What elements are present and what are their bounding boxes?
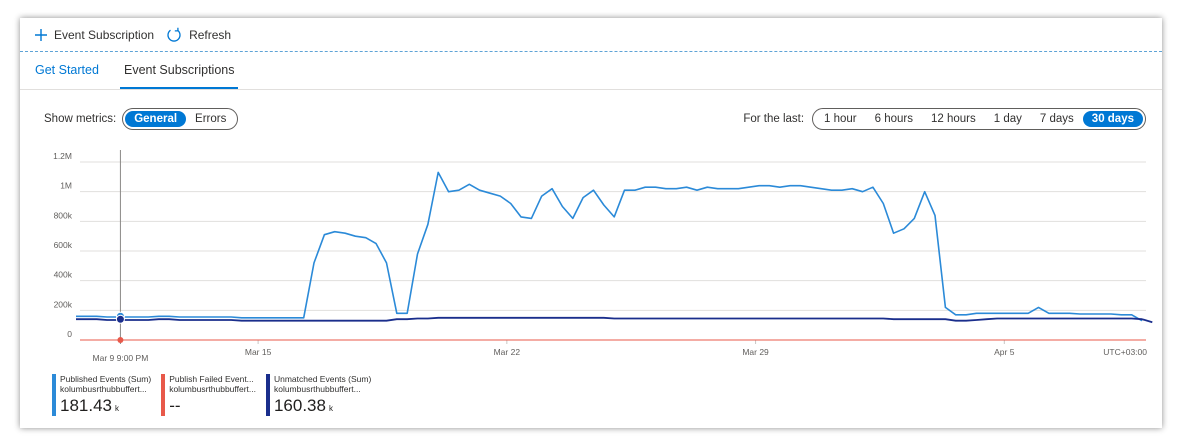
time-range: For the last: 1 hour 6 hours 12 hours 1 … bbox=[743, 108, 1146, 130]
y-tick-label: 1M bbox=[60, 181, 72, 191]
legend-value: -- bbox=[169, 396, 181, 415]
plus-icon bbox=[34, 28, 48, 42]
show-metrics: Show metrics: General Errors bbox=[44, 108, 239, 130]
metrics-toggle: General Errors bbox=[122, 108, 239, 130]
toolbar: Event Subscription Refresh bbox=[20, 18, 1162, 52]
cursor-marker-unmatched bbox=[115, 314, 125, 324]
metrics-option-general[interactable]: General bbox=[125, 111, 187, 127]
legend-series-name: Unmatched Events (Sum) bbox=[273, 374, 372, 384]
refresh-icon bbox=[166, 27, 182, 43]
x-tick-label: Mar 22 bbox=[494, 347, 521, 357]
time-range-toggle: 1 hour 6 hours 12 hours 1 day 7 days 30 … bbox=[812, 108, 1146, 130]
refresh-label: Refresh bbox=[189, 27, 232, 42]
cursor-time-label: Mar 9 9:00 PM bbox=[93, 353, 149, 363]
metrics-chart[interactable]: 0 200k 400k 600k 800k 1M 1.2M Mar 15 Mar 22 Mar 2… bbox=[20, 148, 1162, 368]
legend-value: 181.43 bbox=[60, 396, 112, 415]
y-tick-label: 600k bbox=[54, 240, 73, 250]
legend-item-publish-failed[interactable]: Publish Failed Event... kolumbusrthubbuf… bbox=[161, 374, 256, 416]
range-option-12-hours[interactable]: 12 hours bbox=[931, 113, 976, 125]
metrics-option-errors[interactable]: Errors bbox=[195, 113, 227, 125]
legend-value: 160.38 bbox=[273, 396, 326, 415]
legend-resource-name: kolumbusrthubbuffert... bbox=[169, 384, 256, 394]
legend-series-name: Published Events (Sum) bbox=[60, 374, 152, 384]
refresh-button[interactable]: Refresh bbox=[166, 27, 231, 43]
chart-legend: Published Events (Sum) kolumbusrthubbuff… bbox=[52, 374, 381, 416]
tab-get-started[interactable]: Get Started bbox=[35, 63, 99, 77]
timezone-label: UTC+03:00 bbox=[1103, 347, 1147, 357]
add-event-subscription-label: Event Subscription bbox=[54, 27, 155, 42]
legend-color-publish-failed bbox=[161, 374, 166, 416]
y-tick-label: 200k bbox=[54, 299, 73, 309]
legend-unit: k bbox=[115, 404, 119, 413]
time-range-label: For the last: bbox=[743, 113, 805, 125]
legend-unit: k bbox=[328, 404, 333, 413]
show-metrics-label: Show metrics: bbox=[44, 113, 117, 125]
legend-color-unmatched bbox=[265, 374, 270, 416]
legend-resource-name: kolumbusrthubbuffert... bbox=[60, 384, 147, 394]
x-tick-label: Mar 15 bbox=[245, 347, 272, 357]
event-grid-panel: Event Subscription Refresh Get Started E… bbox=[20, 18, 1162, 428]
range-option-6-hours[interactable]: 6 hours bbox=[874, 113, 913, 125]
series-line-published bbox=[76, 171, 1143, 322]
range-option-1-day[interactable]: 1 day bbox=[993, 113, 1022, 125]
range-option-30-days[interactable]: 30 days bbox=[1082, 111, 1143, 127]
legend-resource-name: kolumbusrthubbuffert... bbox=[273, 384, 361, 394]
range-option-7-days[interactable]: 7 days bbox=[1039, 113, 1074, 125]
y-tick-label: 400k bbox=[54, 270, 73, 280]
cursor-marker-failed bbox=[117, 337, 124, 343]
y-tick-label: 0 bbox=[67, 329, 72, 339]
range-option-1-hour[interactable]: 1 hour bbox=[824, 113, 857, 125]
legend-color-published bbox=[52, 374, 56, 416]
metrics-chart-svg: 0 200k 400k 600k 800k 1M 1.2M Mar 15 Mar 22 Mar 2… bbox=[53, 150, 1153, 363]
x-tick-label: Apr 5 bbox=[994, 347, 1015, 357]
legend-item-published[interactable]: Published Events (Sum) kolumbusrthubbuff… bbox=[52, 374, 151, 416]
tab-event-subscriptions[interactable]: Event Subscriptions bbox=[120, 52, 239, 89]
tab-strip: Get Started Event Subscriptions bbox=[20, 52, 1162, 90]
series-line-unmatched bbox=[76, 316, 1153, 324]
legend-series-name: Publish Failed Event... bbox=[169, 374, 254, 384]
add-event-subscription-button[interactable]: Event Subscription bbox=[34, 28, 154, 42]
legend-item-unmatched[interactable]: Unmatched Events (Sum) kolumbusrthubbuff… bbox=[265, 374, 372, 416]
y-tick-label: 1.2M bbox=[53, 151, 72, 161]
y-tick-label: 800k bbox=[54, 210, 73, 220]
x-tick-label: Mar 29 bbox=[742, 347, 769, 357]
